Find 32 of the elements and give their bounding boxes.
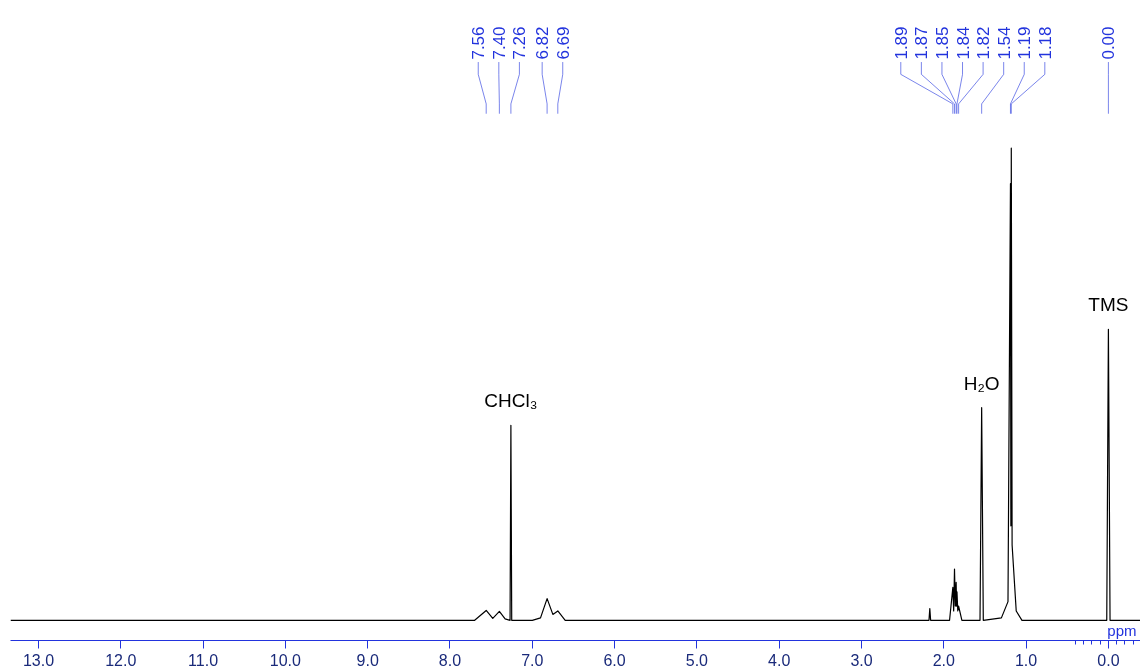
x-tick-label: 3.0 (850, 651, 873, 668)
x-tick-label: 7.0 (521, 651, 544, 668)
x-tick-label: 6.0 (603, 651, 626, 668)
annotation: 1.54 (994, 26, 1014, 60)
x-tick-label: 10.0 (269, 651, 302, 668)
annotation: 6.82 (533, 26, 553, 60)
annotation: 6.69 (553, 26, 573, 60)
x-tick-label: 4.0 (768, 651, 791, 668)
x-tick-label: 12.0 (105, 651, 137, 668)
annotation: 1.84 (953, 26, 973, 60)
annotation: 7.56 (469, 26, 489, 60)
x-tick-label: 13.0 (22, 651, 55, 668)
x-tick-label: 8.0 (438, 651, 462, 668)
x-axis-title: ppm (1107, 621, 1137, 639)
x-tick-label: 9.0 (356, 651, 379, 668)
x-tick-label: 11.0 (188, 651, 219, 668)
annotation: 1.82 (974, 26, 994, 60)
annotation: 1.18 (1035, 26, 1055, 60)
annotation: 1.89 (891, 26, 911, 60)
annotation: 7.26 (510, 26, 530, 60)
x-tick-label: 1.0 (1014, 651, 1038, 668)
annotation: 1.19 (1015, 26, 1035, 60)
annotation: 1.85 (932, 26, 952, 60)
annotation: TMS (1088, 294, 1129, 316)
x-tick-label: 2.0 (932, 651, 956, 668)
annotation: 1.87 (912, 26, 932, 60)
annotation: CHCl₃ (484, 390, 538, 412)
annotation: 0.00 (1099, 26, 1119, 60)
annotation: H₂O (963, 372, 1000, 394)
annotation: 7.40 (489, 26, 509, 60)
x-tick-label: 5.0 (685, 651, 709, 668)
x-tick-label: 0.0 (1097, 651, 1120, 668)
